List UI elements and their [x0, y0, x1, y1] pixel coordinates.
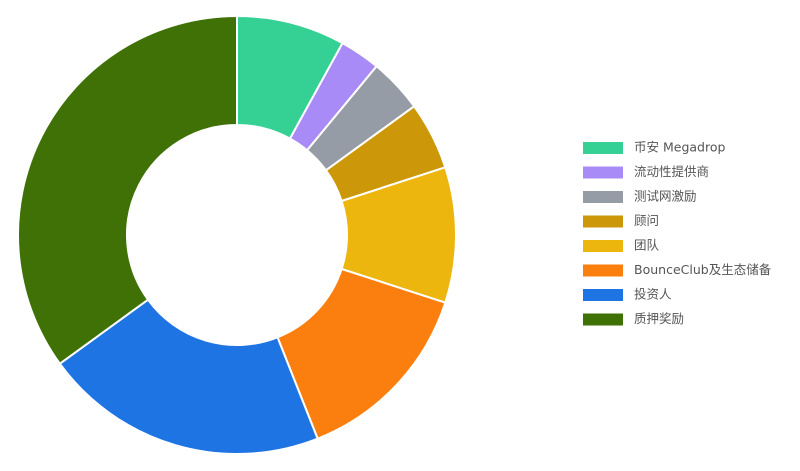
- legend-swatch: [583, 289, 623, 301]
- legend-swatch: [583, 191, 623, 203]
- legend-swatch: [583, 313, 623, 326]
- legend-label: 测试网激励: [634, 189, 697, 204]
- donut-slice: [58, 298, 319, 455]
- legend-label: BounceClub及生态储备: [634, 262, 772, 277]
- legend-swatch: [583, 240, 623, 252]
- legend-swatch: [583, 215, 623, 228]
- legend-label: 团队: [634, 238, 660, 253]
- legend-swatch: [583, 166, 623, 179]
- legend-label: 顾问: [634, 213, 659, 228]
- legend-label: 币安 Megadrop: [634, 140, 725, 155]
- donut-slice: [17, 14, 238, 366]
- legend-label: 流动性提供商: [634, 164, 709, 179]
- legend-swatch: [583, 142, 623, 154]
- legend-label: 质押奖励: [634, 311, 684, 326]
- legend-label: 投资人: [634, 287, 672, 302]
- legend-swatch: [583, 264, 623, 277]
